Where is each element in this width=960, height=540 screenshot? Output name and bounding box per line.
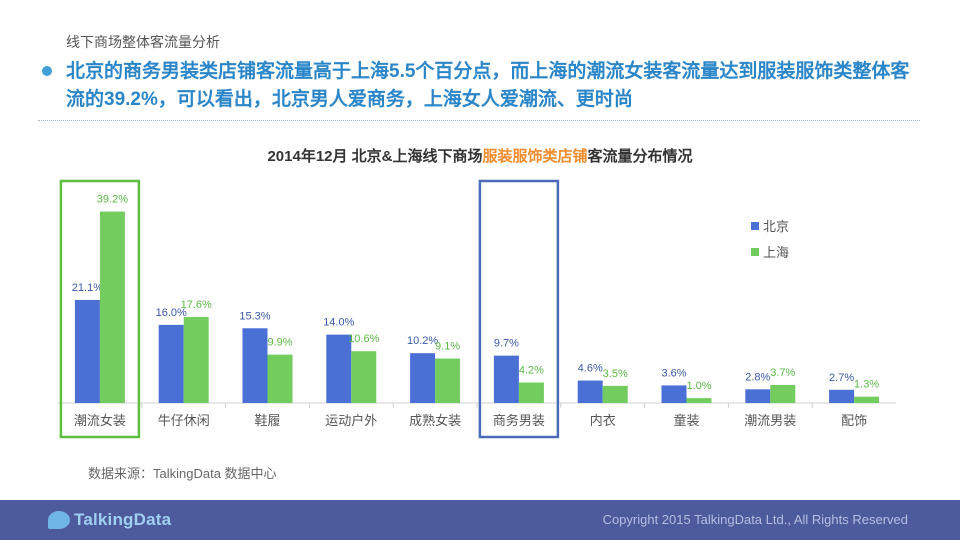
- data-label: 2.8%: [745, 371, 770, 383]
- bar-shanghai: [435, 358, 461, 403]
- category-label: 商务男装: [493, 413, 545, 429]
- data-label: 15.3%: [239, 310, 270, 322]
- bar-shanghai: [518, 382, 544, 403]
- data-label: 4.2%: [519, 364, 544, 376]
- category-label: 潮流男装: [744, 414, 796, 429]
- bar-chart: 21.1% 39.2% 潮流女装 16.0%17.6% 牛仔休闲 15.3% 9.9% 鞋履 1…: [58, 179, 896, 439]
- highlight-box: [478, 179, 560, 439]
- logo-text: TalkingData: [74, 510, 172, 529]
- legend-swatch: [751, 248, 759, 256]
- data-label: 1.3%: [854, 379, 879, 391]
- data-label: 2.7%: [829, 372, 854, 384]
- data-label: 1.0%: [686, 380, 711, 392]
- divider: [38, 120, 920, 121]
- section-label: 线下商场整体客流量分析: [66, 34, 220, 50]
- footer-bar: TalkingData Copyright 2015 TalkingData L…: [0, 500, 960, 540]
- bar-beijing: [74, 299, 100, 403]
- data-label: 3.5%: [603, 368, 628, 380]
- headline: 北京的商务男装类店铺客流量高于上海5.5个百分点，而上海的潮流女装客流量达到服装…: [66, 61, 910, 110]
- category-label: 潮流女装: [74, 413, 126, 429]
- legend-swatch: [751, 222, 759, 230]
- bar-beijing: [158, 324, 184, 403]
- chart-title-highlight: 服装服饰类店铺: [482, 148, 588, 165]
- chart-title: 2014年12月 北京&上海线下商场服装服饰类店铺客流量分布情况: [0, 145, 960, 166]
- headline-bullet-icon: [42, 66, 52, 76]
- bar-beijing: [410, 353, 436, 403]
- data-label: 9.9%: [267, 337, 292, 349]
- bar-beijing: [661, 385, 687, 403]
- bar-shanghai: [770, 384, 796, 403]
- data-label: 3.7%: [770, 367, 795, 379]
- copyright: Copyright 2015 TalkingData Ltd., All Rig…: [602, 512, 908, 527]
- data-label: 14.0%: [323, 317, 354, 329]
- data-label: 21.1%: [72, 282, 103, 294]
- bar-shanghai: [267, 354, 293, 403]
- bar-beijing: [493, 355, 519, 403]
- data-source: 数据来源：TalkingData 数据中心: [88, 466, 277, 481]
- chart-title-suffix: 客流量分布情况: [587, 148, 693, 165]
- bar-shanghai: [183, 317, 209, 403]
- legend-label: 北京: [763, 220, 789, 235]
- category-label: 内衣: [590, 413, 616, 429]
- data-label: 17.6%: [181, 299, 212, 311]
- talkingdata-logo: TalkingData: [48, 509, 171, 531]
- bar-beijing: [577, 380, 603, 403]
- category-label: 牛仔休闲: [158, 414, 210, 429]
- data-label: 9.1%: [435, 341, 460, 353]
- legend-label: 上海: [763, 246, 789, 261]
- bar-shanghai: [99, 211, 125, 403]
- data-label: 9.7%: [494, 338, 519, 350]
- bar-beijing: [745, 389, 771, 403]
- data-label: 16.0%: [156, 307, 187, 319]
- bar-beijing: [829, 389, 855, 403]
- bar-shanghai: [686, 398, 712, 403]
- bar-shanghai: [351, 351, 377, 403]
- speech-bubble-icon: [48, 511, 70, 529]
- bar-beijing: [326, 334, 352, 403]
- data-label: 3.6%: [661, 367, 686, 379]
- category-label: 运动户外: [325, 413, 377, 429]
- data-label: 39.2%: [97, 194, 128, 206]
- highlight-box: [59, 179, 141, 439]
- category-label: 鞋履: [254, 413, 280, 429]
- bar-beijing: [242, 328, 268, 403]
- category-label: 配饰: [841, 414, 867, 429]
- bar-shanghai: [602, 385, 628, 403]
- data-label: 10.6%: [348, 333, 379, 345]
- chart-title-prefix: 2014年12月 北京&上海线下商场: [267, 148, 483, 165]
- data-label: 4.6%: [578, 363, 603, 375]
- data-label: 10.2%: [407, 335, 438, 347]
- category-label: 成熟女装: [409, 413, 461, 429]
- category-label: 童装: [673, 413, 699, 429]
- bar-shanghai: [854, 396, 880, 403]
